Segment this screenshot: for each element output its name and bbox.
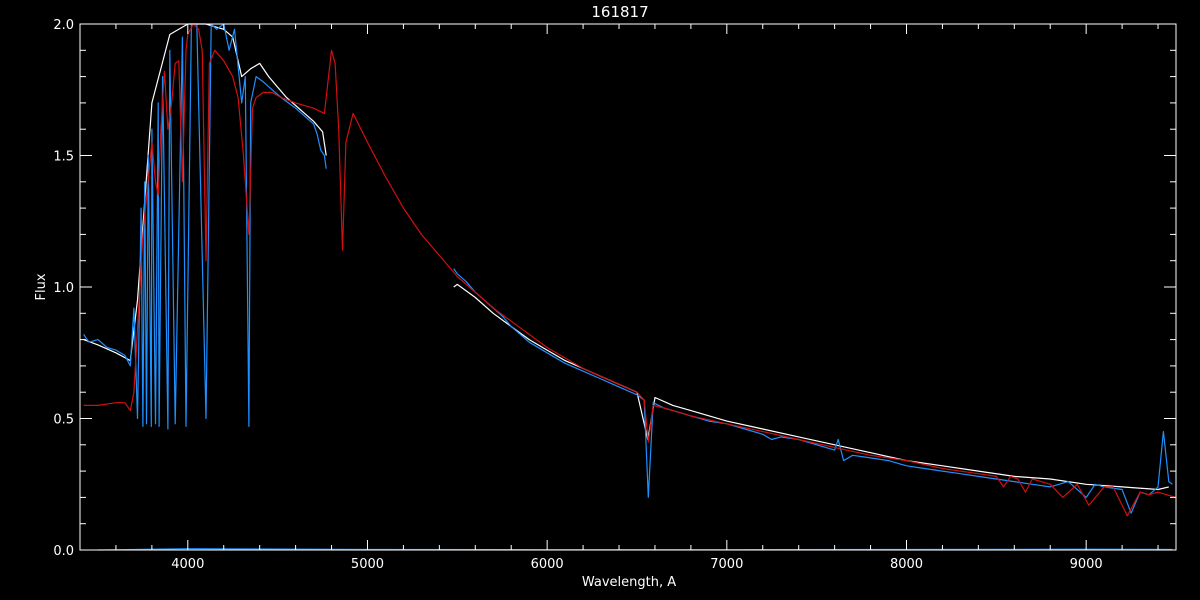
x-tick-label: 6000 bbox=[531, 557, 564, 572]
plot-frame bbox=[79, 23, 1177, 551]
y-tick-label: 1.0 bbox=[53, 281, 74, 296]
y-tick-label: 1.5 bbox=[53, 150, 74, 165]
x-tick-label: 7000 bbox=[710, 557, 743, 572]
series-white_series-segment-1 bbox=[453, 283, 1169, 491]
chart-title: 161817 bbox=[591, 3, 648, 21]
x-axis-label: Wavelength, A bbox=[582, 575, 676, 590]
series-layer bbox=[83, 23, 1177, 551]
y-tick-label: 0.5 bbox=[53, 413, 74, 428]
x-tick-label: 8000 bbox=[890, 557, 923, 572]
x-tick-label: 4000 bbox=[171, 557, 204, 572]
y-axis-label: Flux bbox=[34, 273, 49, 300]
x-tick-label: 9000 bbox=[1070, 557, 1103, 572]
y-tick-label: 2.0 bbox=[53, 18, 74, 33]
tick-labels-layer: 4000 5000 6000 7000 8000 9000 0.0 0.5 1.0 1.5 2.0 bbox=[53, 18, 1102, 572]
series-red_series-segment-0 bbox=[83, 23, 1177, 517]
y-tick-label: 0.0 bbox=[53, 544, 74, 559]
x-tick-label: 5000 bbox=[351, 557, 384, 572]
